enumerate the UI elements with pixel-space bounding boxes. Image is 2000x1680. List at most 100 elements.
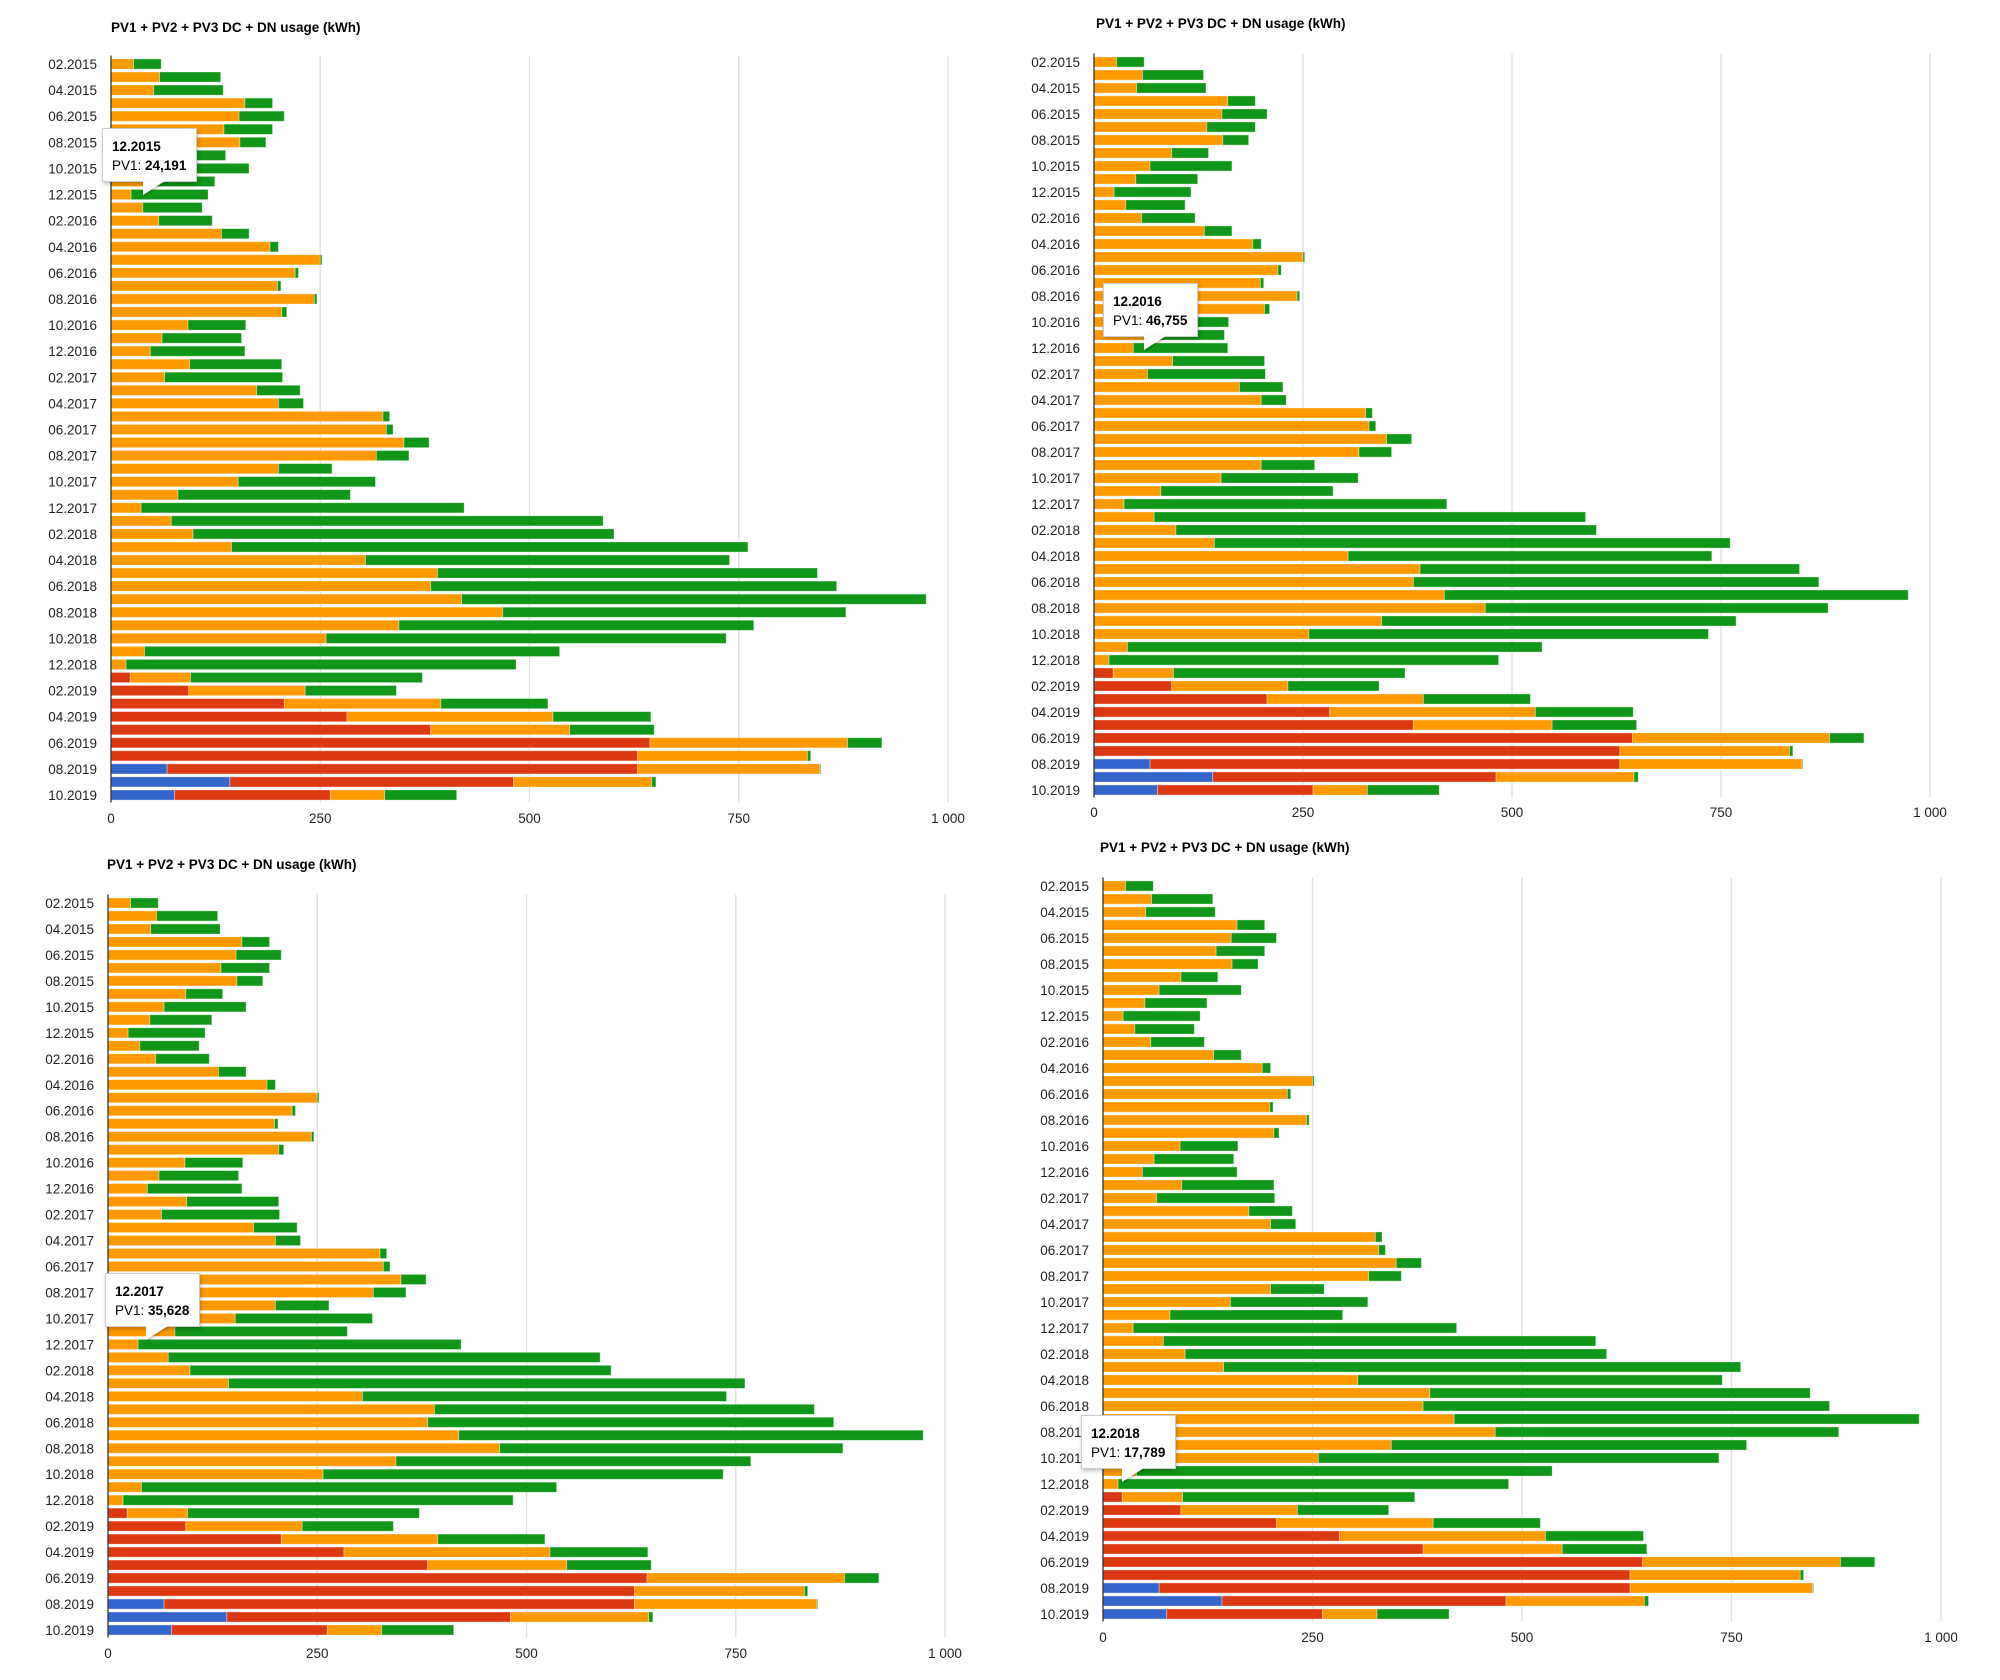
- bar-segment-dn-usage[interactable]: [362, 1390, 727, 1402]
- bar-segment-dn-usage[interactable]: [1270, 1218, 1297, 1230]
- bar-segment-dn-usage[interactable]: [1180, 971, 1219, 983]
- bar-segment-pv1[interactable]: [1102, 1192, 1158, 1204]
- bar-segment-dn-usage[interactable]: [1239, 381, 1284, 393]
- bar-segment-dn-usage[interactable]: [1302, 251, 1306, 263]
- bar-segment-dn-usage[interactable]: [156, 910, 219, 922]
- bar-segment-dn-usage[interactable]: [379, 1248, 388, 1259]
- bar-segment-dn-usage[interactable]: [1296, 290, 1301, 302]
- bar-segment-dn-usage[interactable]: [1117, 1478, 1509, 1490]
- bar-segment-pv1[interactable]: [1102, 1205, 1250, 1217]
- bar-segment-dn-usage[interactable]: [1270, 1283, 1325, 1295]
- bar-segment-dn-usage[interactable]: [1179, 1140, 1239, 1152]
- bar-segment-dn-usage[interactable]: [1156, 1192, 1276, 1204]
- bar-segment-dn-usage[interactable]: [184, 1157, 244, 1169]
- bar-segment-dn-usage[interactable]: [1150, 1036, 1205, 1048]
- bar-segment-dn-usage[interactable]: [1286, 1088, 1292, 1100]
- bar-segment-dn-usage[interactable]: [133, 58, 162, 70]
- bar-segment-dn-usage[interactable]: [1633, 771, 1639, 783]
- bar-segment-dn-usage[interactable]: [161, 332, 242, 344]
- bar-segment-pv3-dc[interactable]: [1102, 1608, 1168, 1620]
- bar-segment-dn-usage[interactable]: [310, 1131, 315, 1143]
- bar-segment-dn-usage[interactable]: [164, 371, 283, 383]
- bar-segment-dn-usage[interactable]: [1347, 550, 1713, 562]
- bar-segment-pv1[interactable]: [1642, 1556, 1841, 1568]
- bar-segment-dn-usage[interactable]: [1175, 524, 1597, 536]
- bar-segment-dn-usage[interactable]: [1484, 602, 1829, 614]
- bar-segment-dn-usage[interactable]: [149, 1014, 213, 1026]
- bar-segment-dn-usage[interactable]: [1799, 1569, 1804, 1581]
- bar-segment-pv1[interactable]: [1102, 1023, 1136, 1035]
- bar-segment-dn-usage[interactable]: [1259, 277, 1265, 289]
- bar-segment-dn-usage[interactable]: [140, 502, 465, 514]
- bar-segment-dn-usage[interactable]: [1297, 1504, 1390, 1516]
- bar-segment-dn-usage[interactable]: [1412, 576, 1820, 588]
- bar-segment-pv1[interactable]: [1422, 1543, 1563, 1555]
- bar-segment-dn-usage[interactable]: [149, 345, 246, 357]
- bar-segment-dn-usage[interactable]: [1142, 69, 1204, 81]
- bar-segment-dn-usage[interactable]: [1453, 1413, 1920, 1425]
- bar-segment-pv2[interactable]: [1102, 1543, 1424, 1555]
- bar-segment-dn-usage[interactable]: [1308, 628, 1709, 640]
- bar-segment-dn-usage[interactable]: [461, 593, 927, 605]
- bar-segment-pv1[interactable]: [1102, 1153, 1155, 1165]
- bar-segment-pv3-dc[interactable]: [1102, 1595, 1223, 1607]
- bar-segment-dn-usage[interactable]: [1222, 134, 1250, 146]
- bar-segment-dn-usage[interactable]: [1136, 1465, 1553, 1477]
- bar-segment-dn-usage[interactable]: [291, 1105, 296, 1117]
- bar-segment-dn-usage[interactable]: [1136, 82, 1207, 94]
- bar-segment-dn-usage[interactable]: [163, 1001, 247, 1013]
- bar-segment-dn-usage[interactable]: [440, 698, 549, 710]
- bar-segment-pv1[interactable]: [1121, 1491, 1184, 1503]
- bar-segment-dn-usage[interactable]: [1535, 706, 1634, 718]
- bar-segment-dn-usage[interactable]: [1144, 997, 1208, 1009]
- bar-segment-pv1[interactable]: [1276, 1517, 1434, 1529]
- bar-segment-pv2[interactable]: [1102, 1556, 1644, 1568]
- bar-segment-pv1[interactable]: [1102, 906, 1147, 918]
- bar-segment-dn-usage[interactable]: [1231, 958, 1259, 970]
- bar-segment-dn-usage[interactable]: [1125, 880, 1154, 892]
- bar-segment-pv1[interactable]: [1102, 1322, 1134, 1334]
- bar-segment-pv2[interactable]: [1102, 1517, 1277, 1529]
- bar-segment-dn-usage[interactable]: [1132, 1322, 1458, 1334]
- bar-segment-dn-usage[interactable]: [1206, 121, 1256, 133]
- bar-segment-pv1[interactable]: [513, 776, 653, 788]
- bar-segment-dn-usage[interactable]: [137, 1338, 462, 1350]
- bar-segment-pv1[interactable]: [1102, 1166, 1143, 1178]
- bar-segment-dn-usage[interactable]: [1213, 537, 1731, 549]
- bar-segment-pv1[interactable]: [1102, 1036, 1152, 1048]
- bar-segment-pv2[interactable]: [1166, 1608, 1323, 1620]
- bar-segment-dn-usage[interactable]: [1149, 160, 1233, 172]
- bar-segment-dn-usage[interactable]: [1229, 1296, 1369, 1308]
- bar-segment-dn-usage[interactable]: [1141, 1166, 1238, 1178]
- bar-segment-dn-usage[interactable]: [269, 241, 279, 253]
- bar-segment-dn-usage[interactable]: [325, 632, 727, 644]
- bar-segment-dn-usage[interactable]: [1422, 693, 1531, 705]
- bar-segment-pv1[interactable]: [1102, 1062, 1263, 1074]
- bar-segment-dn-usage[interactable]: [277, 280, 282, 292]
- bar-segment-dn-usage[interactable]: [319, 254, 323, 266]
- bar-segment-dn-usage[interactable]: [192, 528, 615, 540]
- bar-segment-pv1[interactable]: [1102, 1244, 1380, 1256]
- bar-segment-dn-usage[interactable]: [430, 580, 838, 592]
- bar-segment-pv1[interactable]: [1338, 1530, 1546, 1542]
- bar-segment-dn-usage[interactable]: [381, 1624, 455, 1636]
- bar-segment-dn-usage[interactable]: [1287, 680, 1380, 692]
- bar-segment-pv1[interactable]: [1102, 932, 1232, 944]
- bar-segment-dn-usage[interactable]: [127, 1027, 206, 1039]
- bar-segment-pv1[interactable]: [1629, 1582, 1814, 1594]
- bar-segment-pv1[interactable]: [1102, 958, 1233, 970]
- bar-segment-pv1[interactable]: [1102, 1075, 1313, 1087]
- bar-segment-pv1[interactable]: [1102, 1218, 1272, 1230]
- bar-segment-dn-usage[interactable]: [1227, 95, 1256, 107]
- bar-segment-dn-usage[interactable]: [499, 1442, 844, 1454]
- bar-segment-dn-usage[interactable]: [316, 1092, 320, 1104]
- bar-segment-pv1[interactable]: [1505, 1595, 1645, 1607]
- bar-segment-dn-usage[interactable]: [1545, 1530, 1644, 1542]
- bar-segment-dn-usage[interactable]: [239, 136, 267, 148]
- bar-segment-dn-usage[interactable]: [502, 606, 847, 618]
- bar-segment-dn-usage[interactable]: [231, 541, 749, 553]
- bar-segment-pv1[interactable]: [1102, 945, 1217, 957]
- bar-segment-pv2[interactable]: [1102, 1504, 1182, 1516]
- bar-segment-dn-usage[interactable]: [1213, 1049, 1242, 1061]
- bar-segment-dn-usage[interactable]: [277, 397, 304, 409]
